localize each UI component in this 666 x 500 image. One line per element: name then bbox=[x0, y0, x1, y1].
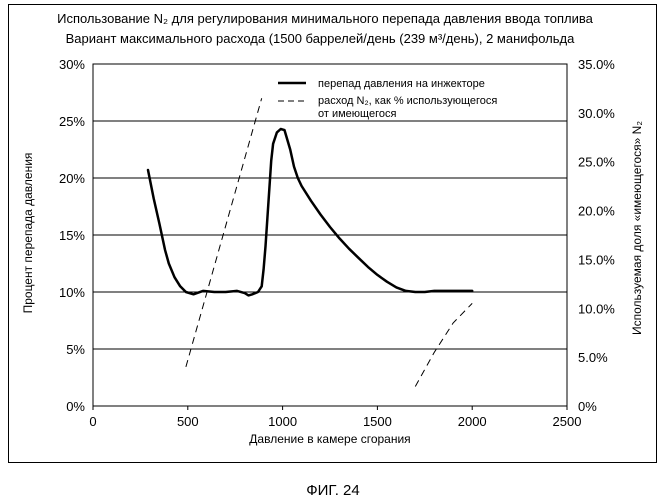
x-tick-label: 1000 bbox=[268, 414, 297, 429]
y-axis-label: Процент перепада давления bbox=[21, 153, 35, 314]
y2-tick-label: 0% bbox=[578, 399, 597, 414]
y2-tick-label: 10.0% bbox=[578, 301, 615, 316]
x-tick-label: 2000 bbox=[458, 414, 487, 429]
series-layer bbox=[148, 98, 472, 386]
y-tick-label: 15% bbox=[59, 228, 85, 243]
figure-caption: ФИГ. 24 bbox=[0, 482, 666, 499]
chart-title: Использование N₂ для регулирования миним… bbox=[57, 11, 594, 26]
y-tick-label: 20% bbox=[59, 171, 85, 186]
x-tick-label: 500 bbox=[177, 414, 199, 429]
y2-tick-label: 25.0% bbox=[578, 155, 615, 170]
series-line-n2-flow-segment-1 bbox=[186, 98, 262, 367]
legend-label-pressure-drop: перепад давления на инжекторе bbox=[318, 78, 485, 90]
y-tick-label: 5% bbox=[66, 342, 85, 357]
chart-subtitle: Вариант максимального расхода (1500 барр… bbox=[66, 31, 575, 46]
y-tick-label: 25% bbox=[59, 114, 85, 129]
y2-tick-label: 35.0% bbox=[578, 57, 615, 72]
y-tick-label: 0% bbox=[66, 399, 85, 414]
y2-tick-label: 15.0% bbox=[578, 252, 615, 267]
chart-titles: Использование N₂ для регулирования миним… bbox=[57, 11, 594, 46]
y2-axis-ticks: 0% 5.0% 10.0% 15.0% 20.0% 25.0% 30.0% 35.0% bbox=[578, 57, 615, 414]
y2-axis-label: Используемая доля «имеющегося» N₂ bbox=[630, 121, 644, 335]
legend-label-n2-flow-line1: расход N₂, как % использующегося bbox=[318, 95, 497, 107]
x-tick-label: 1500 bbox=[363, 414, 392, 429]
legend-label-n2-flow-line2: от имеющегося bbox=[318, 108, 396, 120]
x-axis-label: Давление в камере сгорания bbox=[249, 432, 410, 446]
y2-tick-label: 30.0% bbox=[578, 106, 615, 121]
y-tick-label: 30% bbox=[59, 57, 85, 72]
x-tick-label: 2500 bbox=[553, 414, 582, 429]
legend-label-n2-flow: расход N₂, как % использующегося от имею… bbox=[318, 95, 500, 120]
grid-lines bbox=[93, 121, 567, 349]
x-axis-ticks: 0 500 1000 1500 2000 2500 bbox=[89, 406, 581, 429]
series-line-pressure-drop bbox=[148, 129, 472, 295]
chart: Использование N₂ для регулирования миним… bbox=[0, 0, 666, 500]
legend: перепад давления на инжекторе расход N₂,… bbox=[278, 78, 500, 120]
y2-tick-label: 20.0% bbox=[578, 204, 615, 219]
x-tick-label: 0 bbox=[89, 414, 96, 429]
y-axis-ticks: 0% 5% 10% 15% 20% 25% 30% bbox=[59, 57, 85, 414]
series-line-n2-flow-segment-2 bbox=[415, 303, 472, 386]
y-tick-label: 10% bbox=[59, 285, 85, 300]
y2-tick-label: 5.0% bbox=[578, 350, 608, 365]
